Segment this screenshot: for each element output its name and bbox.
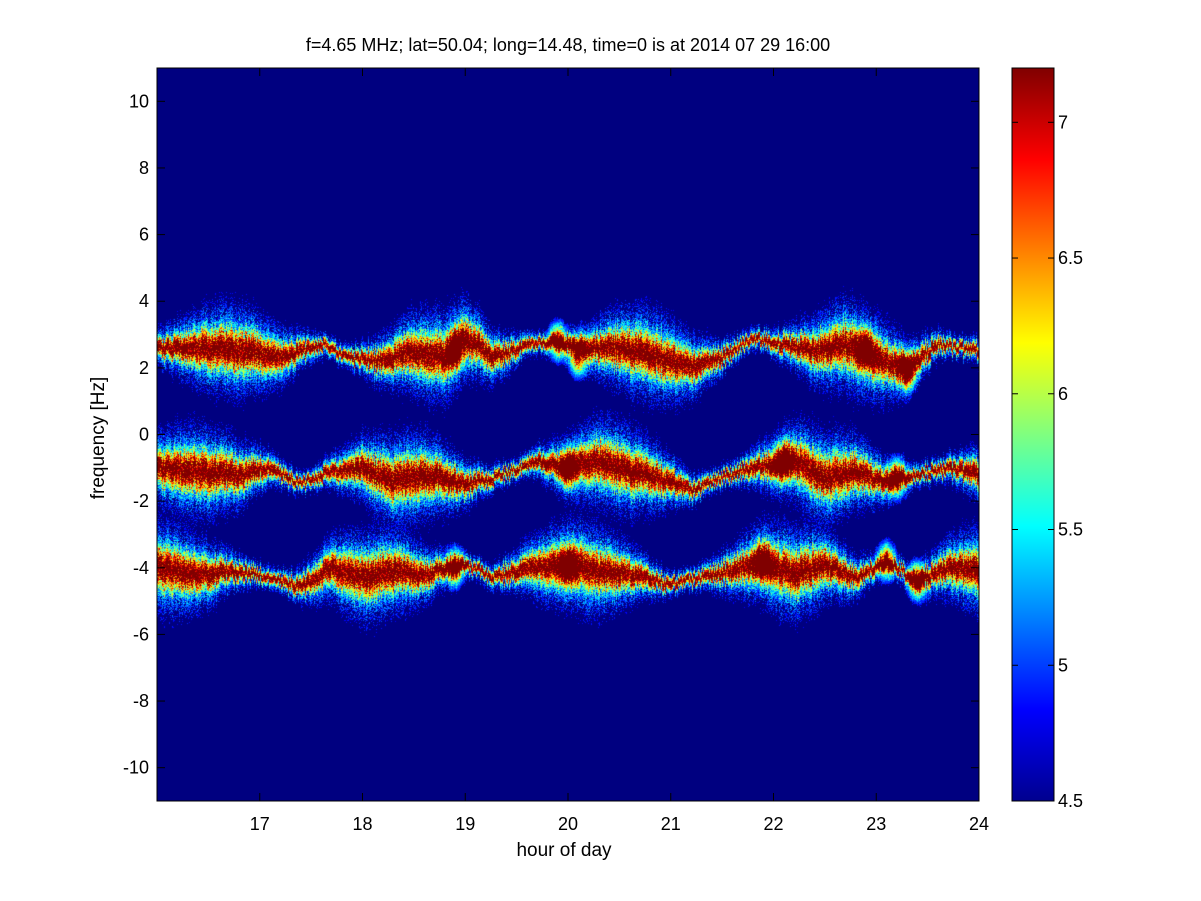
y-tick-label: -6: [133, 624, 149, 644]
colorbar-tick-label: 7: [1058, 112, 1068, 132]
chart-title: f=4.65 MHz; lat=50.04; long=14.48, time=…: [306, 35, 830, 55]
y-axis: -10 -8 -6 -4 -2 0 2 4 6 8 10: [123, 91, 979, 778]
colorbar-tick-label: 5.5: [1058, 520, 1083, 540]
y-tick-label: -2: [133, 491, 149, 511]
x-axis: 17 18 19 20 21 22 23 24: [250, 68, 989, 834]
x-tick-label: 17: [250, 814, 270, 834]
colorbar-tick-label: 5: [1058, 655, 1068, 675]
colorbar-tick-label: 4.5: [1058, 791, 1083, 811]
colorbar-tick-label: 6.5: [1058, 248, 1083, 268]
colorbar-gradient: [1011, 67, 1055, 802]
x-tick-label: 20: [558, 814, 578, 834]
y-tick-label: 2: [139, 358, 149, 378]
y-tick-label: 0: [139, 425, 149, 445]
plot-area: [156, 67, 980, 802]
x-tick-label: 21: [661, 814, 681, 834]
y-tick-label: 6: [139, 225, 149, 245]
x-tick-label: 24: [969, 814, 989, 834]
x-tick-label: 18: [352, 814, 372, 834]
y-tick-label: 4: [139, 291, 149, 311]
y-axis-title: frequency [Hz]: [88, 377, 109, 500]
y-tick-label: -4: [133, 558, 149, 578]
x-tick-label: 19: [455, 814, 475, 834]
y-tick-label: -10: [123, 758, 149, 778]
y-tick-label: 10: [129, 91, 149, 111]
colorbar-ticks: 4.5 5 5.5 6 6.5 7: [1012, 112, 1083, 811]
y-tick-label: -8: [133, 691, 149, 711]
x-axis-title: hour of day: [516, 840, 612, 861]
y-tick-label: 8: [139, 158, 149, 178]
colorbar: 4.5 5 5.5 6 6.5 7: [1011, 67, 1083, 811]
colorbar-tick-label: 6: [1058, 384, 1068, 404]
x-tick-label: 23: [866, 814, 886, 834]
spectrogram-heatmap: [157, 68, 979, 801]
x-tick-label: 22: [763, 814, 783, 834]
